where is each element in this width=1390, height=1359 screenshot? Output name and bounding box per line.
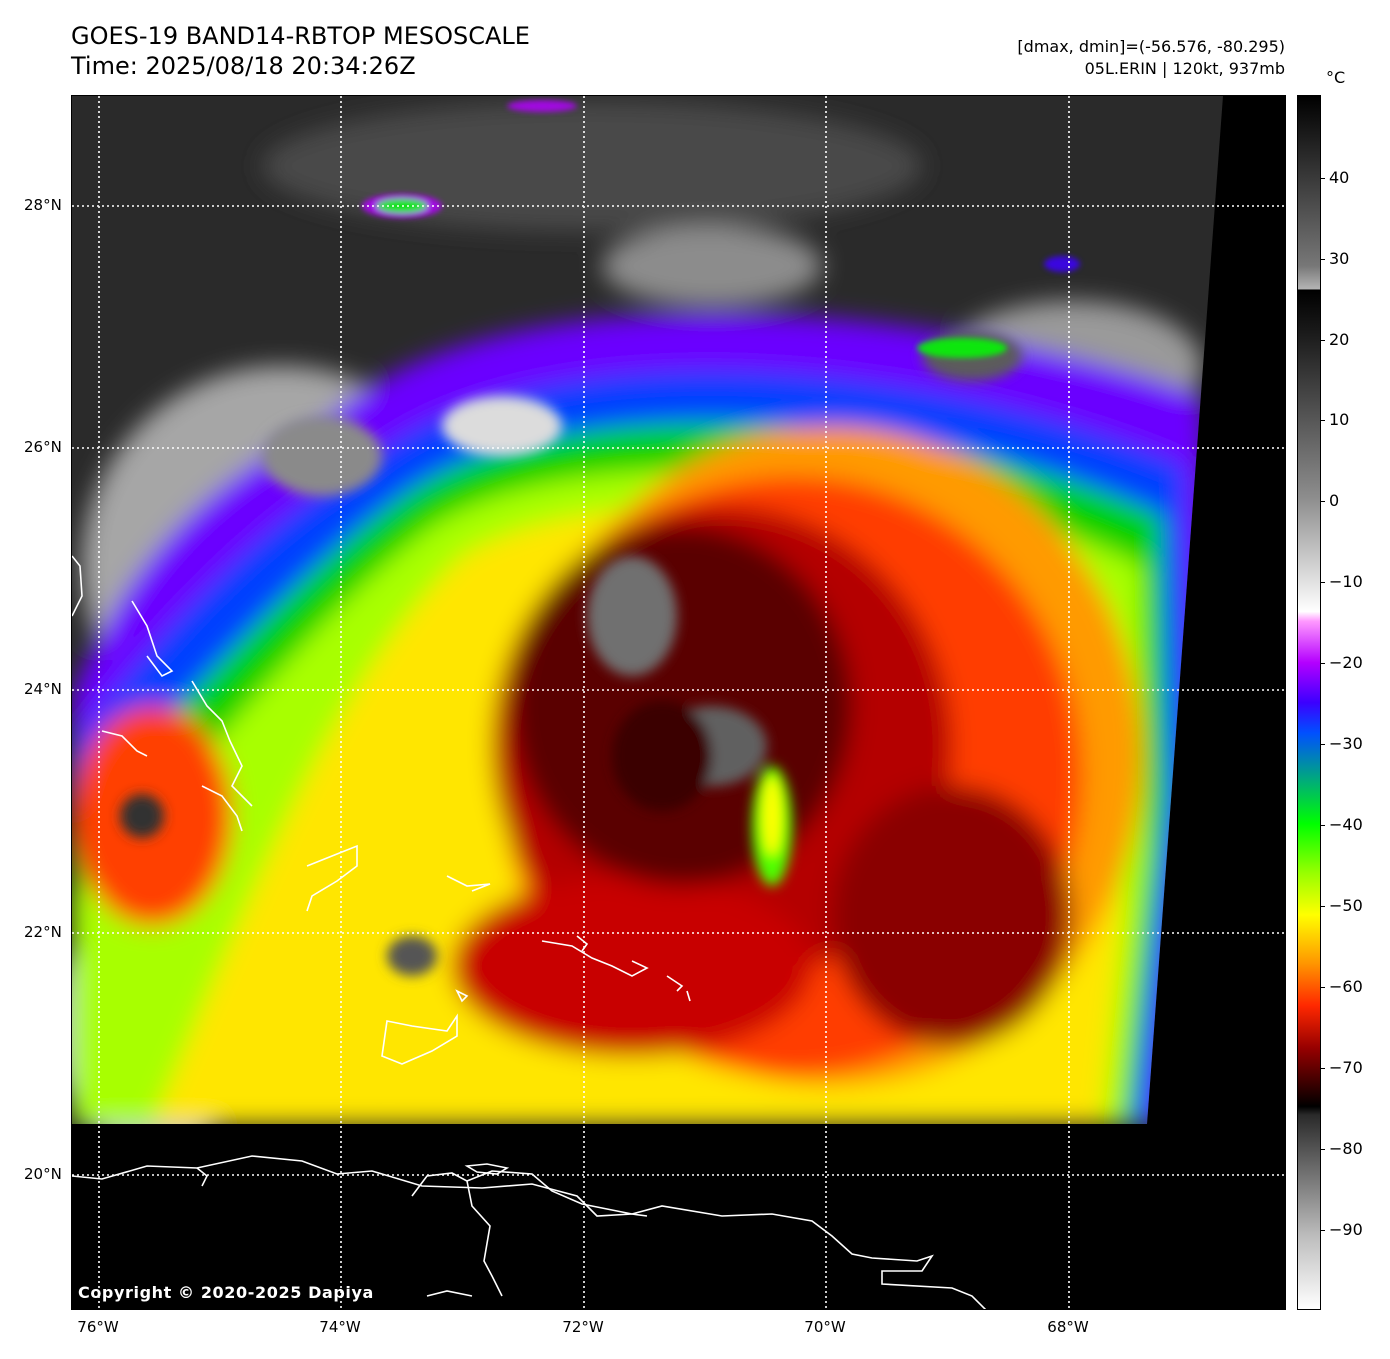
colorbar-tick-mark: [1321, 340, 1325, 341]
colorbar-tick-mark: [1321, 744, 1325, 745]
colorbar-label-10: 10: [1329, 410, 1350, 429]
map-title: GOES-19 BAND14-RBTOP MESOSCALE: [71, 22, 530, 50]
lat-label-28n: 28°N: [24, 196, 62, 214]
lon-label-76w: 76°W: [77, 1318, 119, 1336]
colorbar-label-minus30: −30: [1329, 734, 1363, 753]
colorbar-tick-mark: [1321, 178, 1325, 179]
colorbar: [1297, 95, 1321, 1310]
colorbar-label-30: 30: [1329, 249, 1350, 268]
cloud-top-field: [72, 96, 1223, 1125]
coastlines: [72, 555, 987, 1309]
colorbar-label-minus90: −90: [1329, 1220, 1363, 1239]
lat-label-20n: 20°N: [24, 1165, 62, 1183]
lon-label-70w: 70°W: [804, 1318, 846, 1336]
colorbar-label-minus40: −40: [1329, 815, 1363, 834]
colorbar-tick-mark: [1321, 259, 1325, 260]
colorbar-tick-mark: [1321, 501, 1325, 502]
satellite-imagery: [72, 96, 1285, 1309]
colorbar-label-minus80: −80: [1329, 1139, 1363, 1158]
colorbar-tick-mark: [1321, 987, 1325, 988]
colorbar-label-20: 20: [1329, 330, 1350, 349]
lat-label-22n: 22°N: [24, 923, 62, 941]
lat-label-26n: 26°N: [24, 438, 62, 456]
lat-label-24n: 24°N: [24, 680, 62, 698]
colorbar-unit: °C: [1326, 68, 1346, 87]
colorbar-label-minus70: −70: [1329, 1058, 1363, 1077]
colorbar-label-0: 0: [1329, 491, 1340, 510]
copyright-text: Copyright © 2020-2025 Dapiya: [78, 1283, 374, 1302]
temperature-range: [dmax, dmin]=(-56.576, -80.295): [1017, 37, 1285, 56]
colorbar-tick-mark: [1321, 1149, 1325, 1150]
storm-info: 05L.ERIN | 120kt, 937mb: [1084, 59, 1285, 78]
colorbar-tick-mark: [1321, 1230, 1325, 1231]
map-time: Time: 2025/08/18 20:34:26Z: [71, 52, 416, 80]
colorbar-tick-mark: [1321, 663, 1325, 664]
colorbar-tick-mark: [1321, 1068, 1325, 1069]
colorbar-tick-mark: [1321, 825, 1325, 826]
colorbar-label-40: 40: [1329, 168, 1350, 187]
lon-label-68w: 68°W: [1047, 1318, 1089, 1336]
satellite-map: [71, 95, 1286, 1310]
colorbar-label-minus50: −50: [1329, 896, 1363, 915]
colorbar-tick-mark: [1321, 906, 1325, 907]
colorbar-tick-mark: [1321, 582, 1325, 583]
colorbar-label-minus60: −60: [1329, 977, 1363, 996]
colorbar-label-minus20: −20: [1329, 653, 1363, 672]
lon-label-74w: 74°W: [319, 1318, 361, 1336]
lon-label-72w: 72°W: [562, 1318, 604, 1336]
colorbar-label-minus10: −10: [1329, 572, 1363, 591]
colorbar-tick-mark: [1321, 420, 1325, 421]
